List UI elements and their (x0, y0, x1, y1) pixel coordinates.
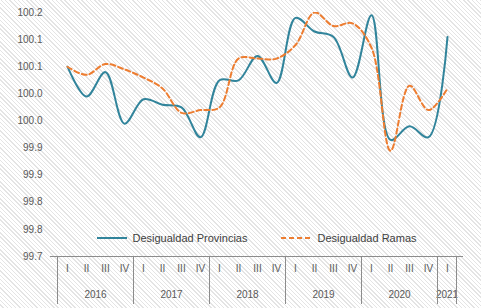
svg-text:100.0: 100.0 (17, 88, 42, 99)
svg-text:III: III (101, 263, 109, 274)
html-text:Desigualdad Ramas: Desigualdad Ramas (317, 232, 417, 244)
svg-text:99.9: 99.9 (23, 169, 43, 180)
svg-text:III: III (253, 263, 261, 274)
svg-text:2020: 2020 (388, 289, 411, 300)
svg-text:IV: IV (424, 263, 434, 274)
html-text:Desigualdad Provincias: Desigualdad Provincias (132, 232, 248, 244)
svg-text:99.7: 99.7 (23, 251, 43, 262)
svg-text:III: III (405, 263, 413, 274)
svg-text:2019: 2019 (312, 289, 335, 300)
svg-text:IV: IV (348, 263, 358, 274)
svg-text:I: I (446, 263, 449, 274)
svg-text:I: I (218, 263, 221, 274)
svg-text:100.0: 100.0 (17, 115, 42, 126)
svg-text:I: I (66, 263, 69, 274)
svg-text:2018: 2018 (236, 289, 259, 300)
svg-text:IV: IV (196, 263, 206, 274)
svg-text:I: I (294, 263, 297, 274)
svg-text:100.2: 100.2 (17, 7, 42, 18)
svg-text:II: II (84, 263, 90, 274)
svg-text:III: III (177, 263, 185, 274)
svg-text:2021: 2021 (436, 289, 459, 300)
svg-text:99.8: 99.8 (23, 224, 43, 235)
svg-text:II: II (236, 263, 242, 274)
svg-text:II: II (160, 263, 166, 274)
svg-text:IV: IV (120, 263, 130, 274)
svg-text:II: II (312, 263, 318, 274)
svg-text:IV: IV (272, 263, 282, 274)
svg-text:99.8: 99.8 (23, 196, 43, 207)
svg-text:II: II (388, 263, 394, 274)
svg-text:100.1: 100.1 (17, 34, 42, 45)
svg-text:99.9: 99.9 (23, 142, 43, 153)
svg-text:III: III (329, 263, 337, 274)
svg-text:2017: 2017 (160, 289, 183, 300)
svg-text:100.1: 100.1 (17, 61, 42, 72)
svg-text:I: I (142, 263, 145, 274)
svg-text:2016: 2016 (84, 289, 107, 300)
svg-text:I: I (370, 263, 373, 274)
